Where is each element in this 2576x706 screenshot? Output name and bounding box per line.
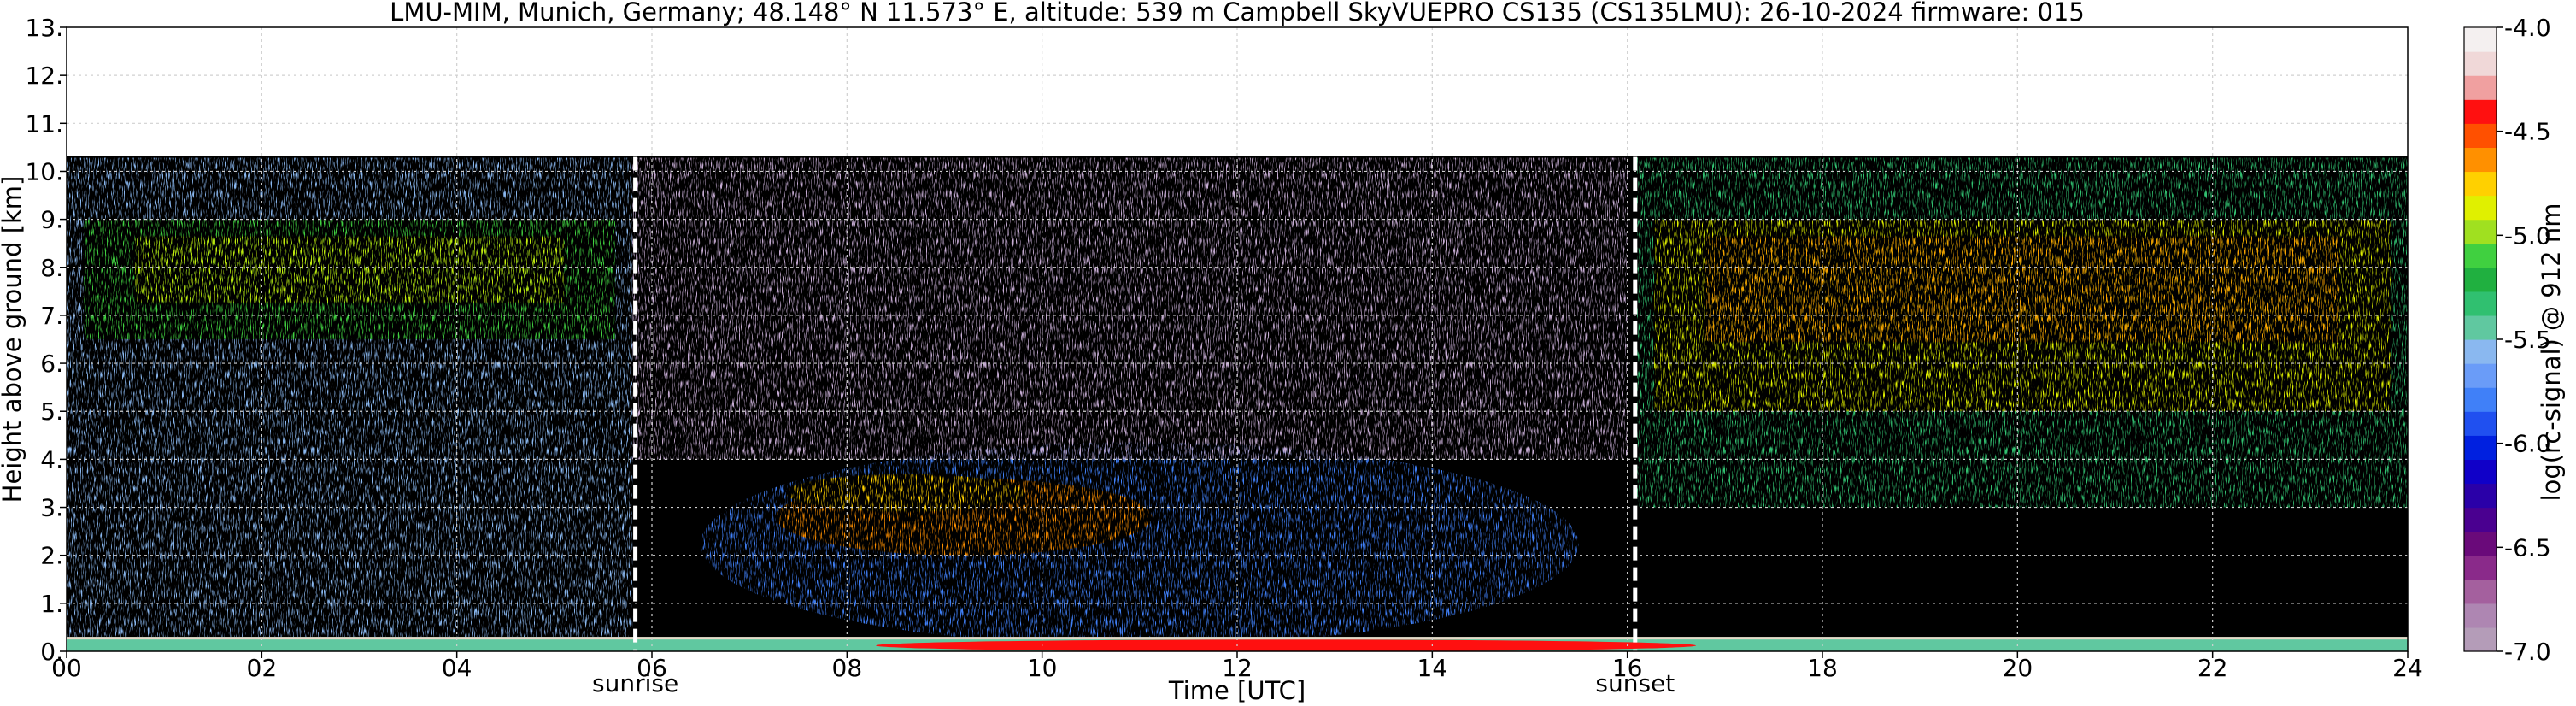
x-tick-label: 08 bbox=[832, 654, 863, 682]
x-tick-label: 22 bbox=[2198, 654, 2228, 682]
colorbar-segment bbox=[2464, 123, 2497, 148]
y-tick-label: 3. bbox=[40, 494, 63, 522]
colorbar-tick-label: -4.5 bbox=[2504, 118, 2551, 146]
sunrise-label: sunrise bbox=[592, 669, 678, 697]
region-night-aerosol-layer-late bbox=[1637, 156, 2408, 508]
colorbar-segment bbox=[2464, 267, 2497, 292]
colorbar-tick-label: -4.0 bbox=[2504, 14, 2551, 42]
x-tick-label: 04 bbox=[442, 654, 472, 682]
y-axis: 0. 1. 2. 3. 4. 5. 6. 7. 8. 9. 10. 11. 12. 13. bbox=[25, 14, 67, 666]
colorbar-segment bbox=[2464, 243, 2497, 268]
colorbar-segment bbox=[2464, 579, 2497, 604]
x-tick-label: 16 bbox=[1612, 654, 1643, 682]
y-tick-label: 11. bbox=[25, 109, 63, 138]
colorbar-segment bbox=[2464, 99, 2497, 124]
colorbar-segment bbox=[2464, 555, 2497, 580]
y-tick-label: 4. bbox=[40, 445, 63, 474]
x-tick-label: 18 bbox=[1807, 654, 1838, 682]
region-daytime-upper-noise bbox=[632, 156, 1628, 460]
y-tick-label: 2. bbox=[40, 542, 63, 570]
y-tick-label: 7. bbox=[40, 302, 63, 330]
y-axis-label: Height above ground [km] bbox=[0, 176, 26, 503]
colorbar-segment bbox=[2464, 627, 2497, 652]
colorbar-label: log(rc-signal) @ 912 nm bbox=[2537, 203, 2566, 502]
y-tick-label: 9. bbox=[40, 206, 63, 234]
region-daytime-boundary-layer bbox=[701, 442, 1579, 646]
y-tick-label: 6. bbox=[40, 350, 63, 378]
colorbar-segment bbox=[2464, 75, 2497, 100]
x-axis-label: Time [UTC] bbox=[1168, 676, 1306, 705]
colorbar-segment bbox=[2464, 531, 2497, 556]
x-tick-label: 12 bbox=[1222, 654, 1253, 682]
x-tick-label: 10 bbox=[1027, 654, 1058, 682]
colorbar-segment bbox=[2464, 339, 2497, 364]
y-tick-label: 12. bbox=[25, 62, 63, 90]
y-tick-label: 0. bbox=[40, 638, 63, 666]
x-tick-label: 02 bbox=[247, 654, 278, 682]
y-tick-label: 8. bbox=[40, 254, 63, 282]
events: sunrise sunset bbox=[592, 156, 1675, 697]
colorbar-segment bbox=[2464, 435, 2497, 460]
x-axis: 00 02 04 06 08 10 12 14 16 18 20 22 24 bbox=[51, 651, 2423, 682]
colorbar-segment bbox=[2464, 411, 2497, 436]
backscatter-image bbox=[67, 156, 2408, 651]
colorbar-segment bbox=[2464, 315, 2497, 340]
x-tick-label: 06 bbox=[637, 654, 667, 682]
colorbar-segment bbox=[2464, 27, 2497, 52]
colorbar-tick-label: -5.0 bbox=[2504, 221, 2551, 250]
colorbar-segment bbox=[2464, 291, 2497, 316]
colorbar-tick-label: -6.0 bbox=[2504, 430, 2551, 458]
colorbar-segment bbox=[2464, 363, 2497, 388]
y-tick-label: 10. bbox=[25, 157, 63, 185]
colorbar-segment bbox=[2464, 459, 2497, 485]
colorbar-tick-label: -5.5 bbox=[2504, 326, 2551, 354]
x-tick-label: 24 bbox=[2392, 654, 2423, 682]
colorbar-segment bbox=[2464, 483, 2497, 509]
colorbar-segment bbox=[2464, 219, 2497, 244]
colorbar-segment bbox=[2464, 171, 2497, 197]
region-night-aerosol-layer-early bbox=[67, 156, 633, 638]
colorbar-segment bbox=[2464, 603, 2497, 628]
y-tick-label: 5. bbox=[40, 397, 63, 426]
colorbar-segment bbox=[2464, 195, 2497, 221]
colorbar: -4.0 -4.5 -5.0 -5.5 -6.0 -6.5 -7.0 bbox=[2463, 14, 2551, 666]
x-tick-label: 00 bbox=[51, 654, 82, 682]
colorbar-segment bbox=[2464, 51, 2497, 76]
grid bbox=[67, 27, 2408, 651]
colorbar-tick-label: -6.5 bbox=[2504, 533, 2551, 562]
colorbar-segment bbox=[2464, 507, 2497, 532]
y-tick-label: 13. bbox=[25, 14, 63, 42]
x-tick-label: 14 bbox=[1417, 654, 1448, 682]
chart-title: LMU-MIM, Munich, Germany; 48.148° N 11.5… bbox=[390, 0, 2085, 26]
y-tick-label: 1. bbox=[40, 590, 63, 618]
sunset-label: sunset bbox=[1595, 669, 1675, 697]
colorbar-tick-label: -7.0 bbox=[2504, 638, 2551, 666]
colorbar-segment bbox=[2464, 387, 2497, 412]
x-tick-label: 20 bbox=[2003, 654, 2033, 682]
colorbar-segment bbox=[2464, 147, 2497, 173]
